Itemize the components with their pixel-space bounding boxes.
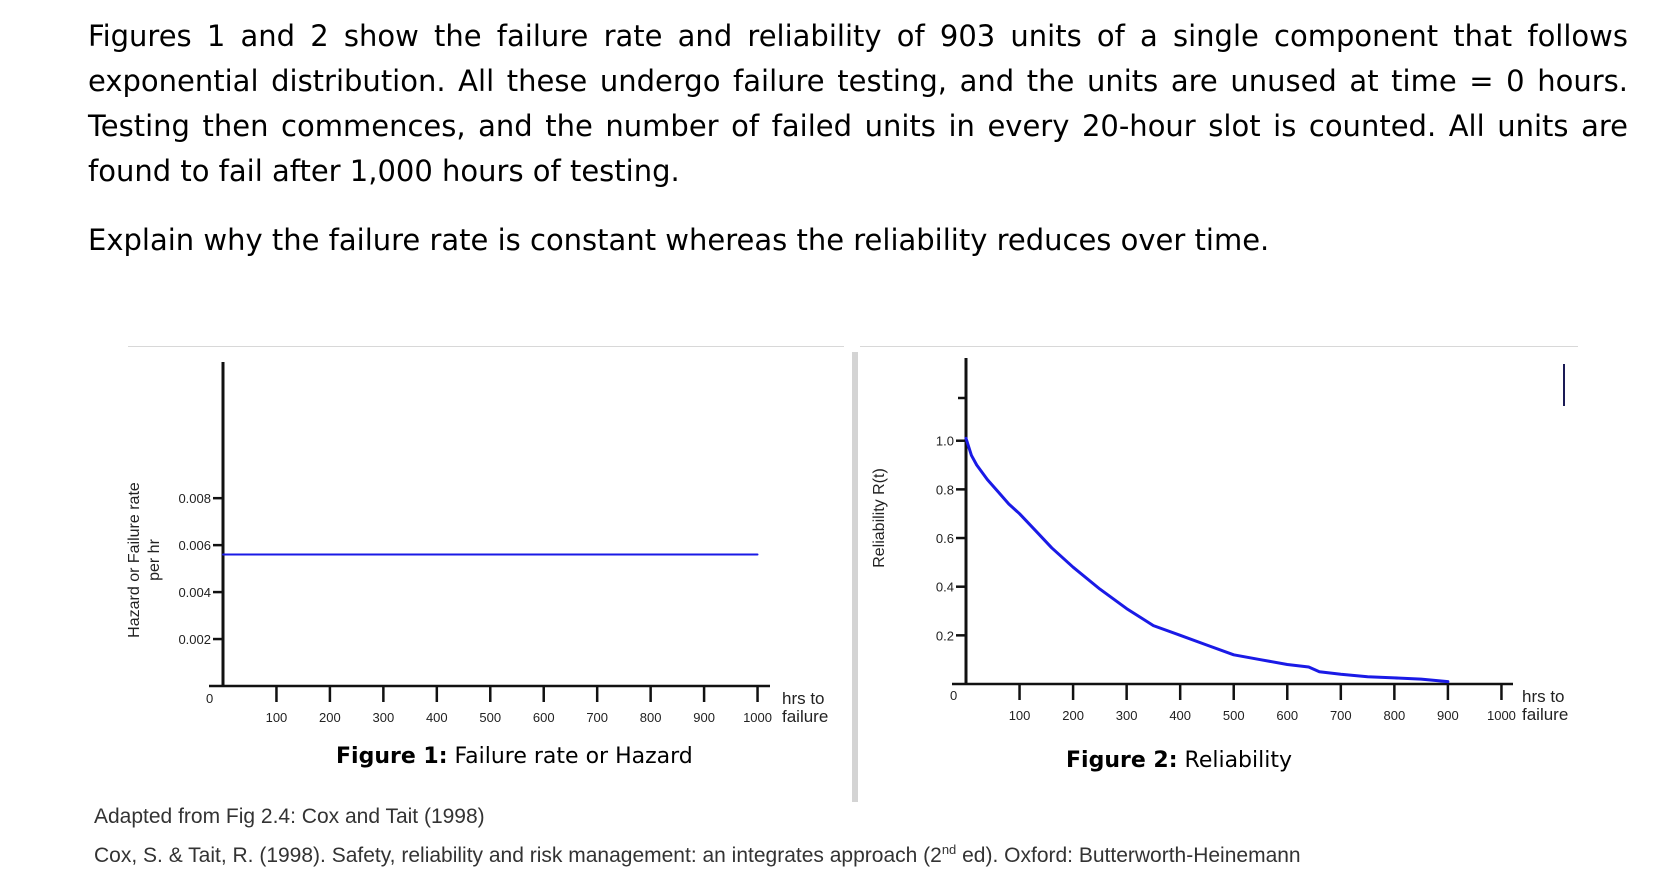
failure-rate-origin-label: 0 [206,691,213,706]
failure-rate-y-tick-label: 0.004 [178,585,211,600]
failure-rate-x-tick-label: 600 [533,710,555,725]
reliability-x-tick-label: 200 [1062,708,1084,723]
source-citation: Cox, S. & Tait, R. (1998). Safety, relia… [94,842,1301,868]
reliability-ylabel: Reliability R(t) [871,468,888,568]
source-adapted-from: Adapted from Fig 2.4: Cox and Tait (1998… [94,805,485,828]
reliability-x-tick-label: 100 [1009,708,1031,723]
failure-rate-x-tick-label: 1000 [743,710,772,725]
figure2-caption: Figure 2: Reliability [1066,748,1292,773]
reliability-x-tick-label: 700 [1330,708,1352,723]
reliability-series [964,436,1450,684]
failure-rate-x-tick-label: 400 [426,710,448,725]
failure-rate-y-tick-label: 0.006 [178,538,211,553]
figure1-caption-number: Figure 1: [336,744,448,769]
citation-text-end: ed). Oxford: Butterworth-Heinemann [956,844,1301,867]
failure-rate-xlabel-line2: failure [782,707,828,726]
reliability-x-tick-label: 300 [1116,708,1138,723]
reliability-xlabel-line2: failure [1522,705,1568,724]
figure2-caption-text: Reliability [1184,748,1293,773]
failure-rate-axes: 100 200 300 400 500 600 700 800 900 1000 0.002 0.00… [178,362,772,725]
reliability-x-tick-label: 1000 [1487,708,1516,723]
figure-separator [852,352,858,802]
failure-rate-y-tick-label: 0.002 [178,632,211,647]
reliability-axes: 100 200 300 400 500 600 700 800 900 1000 0.2 0.4 0.6… [936,358,1516,723]
figure1-top-rule [128,346,844,347]
figure1-caption-text: Failure rate or Hazard [454,744,693,769]
reliability-xlabel-line1: hrs to [1522,687,1565,706]
failure-rate-x-tick-label: 500 [479,710,501,725]
failure-rate-x-tick-label: 300 [373,710,395,725]
reliability-series-line [964,436,1450,684]
reliability-x-tick-label: 500 [1223,708,1245,723]
citation-text-start: Cox, S. & Tait, R. (1998). Safety, relia… [94,844,942,867]
failure-rate-ylabel: Hazard or Failure rate [126,482,143,638]
reliability-y-tick-label: 0.2 [936,628,954,643]
failure-rate-x-tick-label: 200 [319,710,341,725]
failure-rate-x-tick-label: 100 [266,710,288,725]
failure-rate-y-tick-label: 0.008 [178,491,211,506]
reliability-y-tick-label: 0.8 [936,482,954,497]
failure-rate-x-tick-label: 800 [640,710,662,725]
figure2-top-rule [860,346,1578,347]
reliability-y-tick-label: 0.4 [936,580,954,595]
reliability-x-tick-label: 400 [1169,708,1191,723]
figure1-caption: Figure 1: Failure rate or Hazard [336,744,693,769]
failure-rate-ylabel-unit: per hr [146,538,163,580]
question-prompt: Explain why the failure rate is constant… [88,223,1270,257]
question-paragraph: Figures 1 and 2 show the failure rate an… [88,19,1628,188]
reliability-x-tick-label: 800 [1384,708,1406,723]
reliability-y-tick-label: 1.0 [936,434,954,449]
reliability-x-tick-label: 900 [1437,708,1459,723]
citation-superscript: nd [941,842,957,857]
figure2-caption-number: Figure 2: [1066,748,1178,773]
reliability-x-tick-label: 600 [1276,708,1298,723]
reliability-origin-label: 0 [950,688,957,703]
failure-rate-x-tick-label: 900 [693,710,715,725]
failure-rate-xlabel-line1: hrs to [782,689,825,708]
failure-rate-x-tick-label: 700 [586,710,608,725]
reliability-y-tick-label: 0.6 [936,531,954,546]
